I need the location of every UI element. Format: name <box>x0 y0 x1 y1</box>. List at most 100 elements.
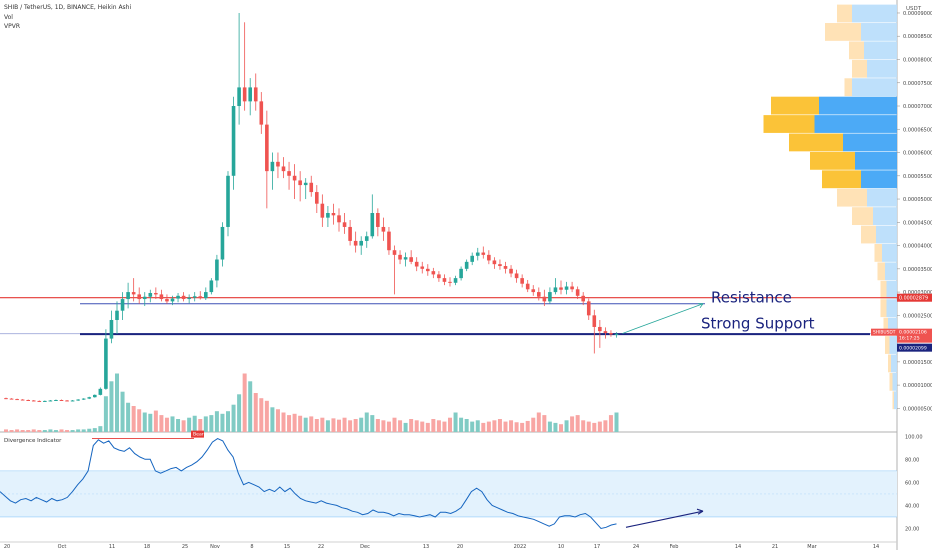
volume-bar <box>353 419 358 432</box>
candle-body <box>292 175 297 181</box>
volume-bar <box>464 419 469 432</box>
volume-bar <box>420 421 425 432</box>
candle-body <box>409 257 413 262</box>
price-tick-label: 0.00005000 <box>903 197 932 203</box>
candle-body <box>559 287 563 290</box>
volume-bar <box>425 422 430 432</box>
volume-profile-orange-bar <box>885 336 890 354</box>
candle-body <box>276 161 280 167</box>
indicator-tick-label: 60.00 <box>905 480 919 486</box>
volume-bar <box>164 417 169 432</box>
volume-profile-orange-bar <box>810 151 855 170</box>
candle-body <box>542 296 547 302</box>
volume-bar <box>364 412 369 432</box>
volume-bar <box>42 430 47 432</box>
volume-bar <box>403 422 408 432</box>
candle-body <box>20 399 25 401</box>
volume-bar <box>9 430 14 432</box>
volume-bar <box>87 428 92 432</box>
volume-bar <box>115 373 119 432</box>
candle-body <box>353 240 358 246</box>
candle-body <box>48 400 53 402</box>
price-tick-label: 0.00003000 <box>903 290 932 296</box>
volume-bar <box>525 420 530 432</box>
volume-profile-orange-bar <box>844 78 852 97</box>
volume-bar <box>492 420 497 432</box>
volume-profile <box>763 4 897 410</box>
symbol-tag-text: SHIBUSDT <box>873 330 896 336</box>
volume-profile-blue-bar <box>891 354 897 373</box>
indicator-line <box>0 438 617 530</box>
volume-bar <box>436 420 441 432</box>
indicator-arrow <box>625 510 704 528</box>
time-tick-label: 13 <box>423 544 429 550</box>
volume-bar <box>4 429 8 432</box>
volume-bar <box>242 373 247 432</box>
volume-profile-blue-bar <box>843 133 897 152</box>
volume-bar <box>48 429 53 432</box>
candle-body <box>337 215 341 223</box>
volume-bar <box>486 421 491 432</box>
volume-bar <box>170 416 175 432</box>
time-tick-label: 2022 <box>514 544 527 550</box>
candle-body <box>459 268 463 279</box>
candle-body <box>142 296 147 300</box>
candle-body <box>376 213 380 227</box>
candle-body <box>470 255 474 262</box>
volume-profile-orange-bar <box>849 41 864 60</box>
volume-bar <box>586 421 591 432</box>
divergence-indicator: Divergence Indicator Bear <box>0 430 897 530</box>
volume-profile-orange-bar <box>883 317 888 336</box>
candle-body <box>303 182 308 186</box>
candle-body <box>426 268 430 272</box>
price-tick-label: 0.00009000 <box>903 11 932 17</box>
price-tick-label: 0.00001500 <box>903 360 932 366</box>
candle-body <box>331 213 336 216</box>
indicator-tick-label: 80.00 <box>905 457 919 463</box>
candle-body <box>509 268 513 274</box>
volume-bar <box>198 419 203 432</box>
volume-bar <box>187 417 192 432</box>
volume-bar <box>98 426 103 432</box>
volume-profile-orange-bar <box>880 280 887 299</box>
volume-bar <box>287 415 292 432</box>
time-tick-label: 25 <box>182 544 188 550</box>
candle-body <box>592 315 597 327</box>
volume-profile-blue-bar <box>886 280 897 299</box>
candle-body <box>81 398 86 400</box>
volume-bar <box>214 411 219 432</box>
volume-bar <box>298 415 303 432</box>
volume-bar <box>559 424 563 432</box>
volume-bar <box>320 417 325 432</box>
volume-bar <box>581 420 586 432</box>
price-tick-label: 0.00006000 <box>903 151 932 157</box>
candle-body <box>364 236 369 241</box>
time-tick-label: 14 <box>873 544 879 550</box>
candle-body <box>492 260 497 265</box>
time-tick-label: Mar <box>807 544 817 550</box>
volume-bar <box>226 411 230 432</box>
candle-body <box>248 87 252 102</box>
resistance-price-tag-text: 0.00002879 <box>899 296 928 302</box>
volume-bar <box>520 422 525 432</box>
candle-body <box>181 295 186 300</box>
volume-bar <box>575 415 580 432</box>
candle-body <box>26 399 30 401</box>
candle-body <box>231 106 236 176</box>
volume-bar <box>148 413 153 432</box>
volume-bar <box>337 419 341 432</box>
candle-body <box>392 250 397 255</box>
volume-profile-blue-bar <box>885 262 897 281</box>
candle-body <box>131 292 136 295</box>
volume-bar <box>15 429 20 432</box>
level-lines <box>0 297 897 336</box>
candle-body <box>564 286 569 290</box>
axes: 0.00009000 0.00008500 0.00008000 0.00007500… <box>4 11 932 550</box>
price-tick-label: 0.00004500 <box>903 220 932 226</box>
indicator-tick-label: 40.00 <box>905 503 919 509</box>
price-tick-label: 0.00002500 <box>903 313 932 319</box>
candle-body <box>87 397 92 399</box>
candle-body <box>520 278 524 284</box>
volume-bar <box>514 422 519 432</box>
